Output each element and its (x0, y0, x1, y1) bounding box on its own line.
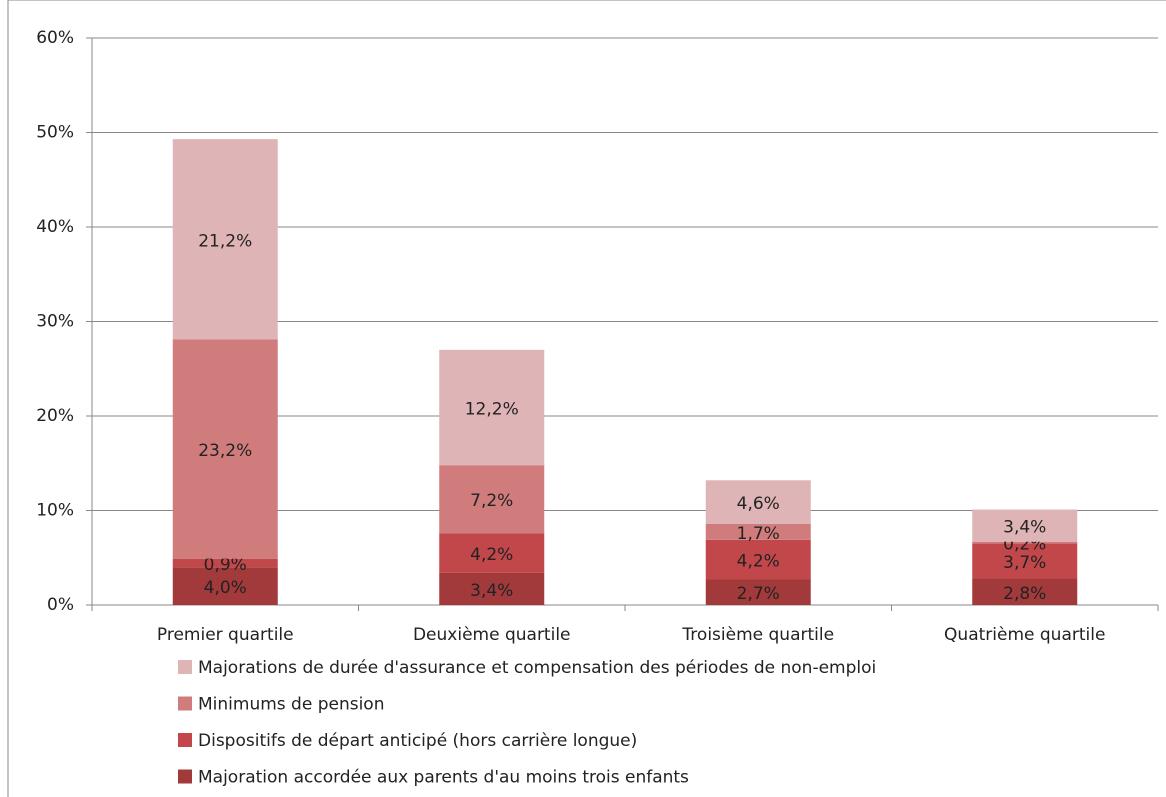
y-tick-label: 0% (47, 595, 74, 615)
bar-segment (439, 572, 545, 605)
data-label: 23,2% (198, 441, 252, 461)
bar-segment (972, 543, 1078, 579)
bar-segment (705, 579, 811, 605)
data-label: 3,7% (1003, 553, 1046, 573)
bar-segment (972, 578, 1078, 605)
data-label: 12,2% (465, 399, 519, 419)
x-tick-label: Quatrième quartile (944, 625, 1105, 645)
y-tick-label: 50% (36, 123, 74, 143)
data-label: 1,7% (737, 524, 780, 544)
data-label: 2,8% (1003, 584, 1046, 604)
y-tick-label: 40% (36, 217, 74, 237)
data-label: 21,2% (198, 231, 252, 251)
legend-swatch (178, 660, 192, 674)
y-tick-label: 30% (36, 312, 74, 332)
bar-segment (172, 339, 278, 559)
x-tick-label: Deuxième quartile (413, 625, 571, 645)
data-label: 2,7% (737, 584, 780, 604)
data-label: 0,9% (204, 555, 247, 575)
data-label: 3,4% (1003, 518, 1046, 538)
legend-label: Minimums de pension (198, 695, 384, 715)
x-tick-label: Troisième quartile (681, 625, 834, 645)
legend-label: Dispositifs de départ anticipé (hors car… (198, 731, 637, 751)
data-label: 3,4% (470, 581, 513, 601)
data-label: 4,2% (737, 552, 780, 572)
bar-segment (705, 523, 811, 540)
bar-segment (439, 349, 545, 466)
y-tick-label: 10% (36, 501, 74, 521)
legend-swatch (178, 733, 192, 747)
bar-segment (705, 480, 811, 524)
legend-label: Majoration accordée aux parents d'au moi… (198, 768, 689, 788)
legend-label: Majorations de durée d'assurance et comp… (198, 658, 876, 678)
bar-segment (439, 533, 545, 573)
bar-segment (972, 509, 1078, 542)
bar-segment (172, 558, 278, 568)
bar-segment (439, 465, 545, 534)
y-tick-label: 60% (36, 28, 74, 48)
data-label: 4,6% (737, 494, 780, 514)
data-label: 4,0% (204, 578, 247, 598)
bar-segment (705, 539, 811, 580)
legend-swatch (178, 696, 192, 711)
data-label: 7,2% (470, 491, 513, 511)
data-label: 4,2% (470, 545, 513, 565)
x-tick-label: Premier quartile (157, 625, 294, 645)
bar-segment (972, 541, 1078, 544)
legend-swatch (178, 769, 192, 784)
bar-segment (172, 567, 278, 605)
y-tick-label: 20% (36, 406, 74, 426)
bar-segment (172, 139, 278, 340)
